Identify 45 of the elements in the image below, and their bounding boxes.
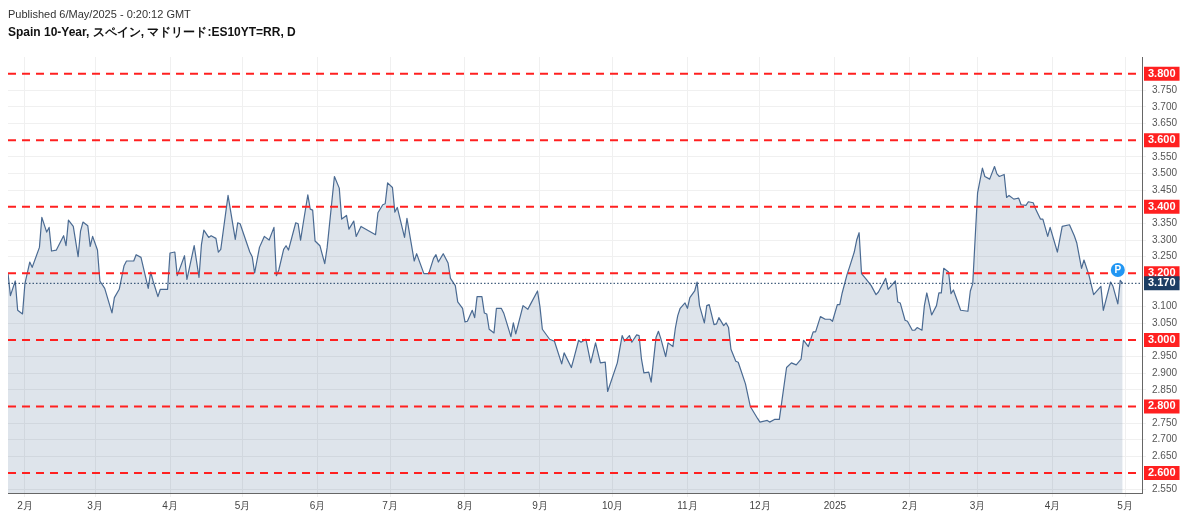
ref-line-label: 3.800 [1148, 66, 1176, 79]
x-tick-label: 12月 [749, 499, 771, 511]
x-tick-label: 2月 [17, 499, 33, 511]
x-tick-label: 5月 [1117, 499, 1133, 511]
x-tick-label: 5月 [234, 499, 251, 511]
y-tick-label: 3.650 [1152, 117, 1178, 129]
y-tick-label: 3.550 [1152, 150, 1178, 162]
ref-line-label: 2.600 [1148, 466, 1176, 479]
ref-line-label: 2.800 [1148, 399, 1176, 412]
chart-title: Spain 10-Year, スペイン, マドリード:ES10YT=RR, D [8, 24, 297, 41]
y-tick-label: 3.250 [1152, 250, 1178, 262]
y-tick-label: 3.300 [1152, 233, 1178, 245]
y-tick-label: 2.950 [1152, 350, 1178, 362]
ref-line-label: 3.400 [1148, 199, 1176, 212]
y-tick-label: 2.650 [1152, 450, 1178, 462]
x-tick-label: 7月 [382, 499, 398, 511]
y-tick-label: 3.750 [1152, 84, 1178, 96]
ref-line-label: 3.600 [1148, 133, 1176, 146]
x-tick-label: 8月 [457, 499, 473, 511]
y-tick-label: 3.450 [1152, 183, 1178, 195]
x-tick-label: 4月 [162, 499, 178, 511]
y-tick-label: 3.500 [1152, 167, 1178, 179]
y-tick-label: 2.850 [1152, 383, 1178, 395]
ref-line-label: 3.170 [1148, 276, 1176, 289]
x-tick-label: 6月 [309, 499, 326, 511]
y-tick-label: 2.900 [1152, 366, 1178, 378]
x-tick-label: 10月 [601, 499, 624, 511]
y-tick-label: 2.700 [1152, 433, 1178, 445]
text: Published 6/May/2025 - 0:20:12 GMT [8, 8, 192, 20]
ref-line-label: 3.000 [1148, 332, 1176, 345]
x-tick-label: 3月 [969, 499, 986, 511]
x-tick-label: 11月 [677, 499, 698, 511]
y-tick-label: 3.050 [1152, 317, 1178, 329]
x-tick-label: 2月 [902, 499, 918, 511]
y-tick-label: 3.100 [1152, 300, 1178, 312]
ref-line-label: 3.200 [1148, 266, 1176, 279]
x-tick-label: 4月 [1044, 499, 1061, 511]
y-tick-label: 2.550 [1152, 483, 1178, 495]
y-tick-label: 2.750 [1152, 416, 1178, 428]
annotation: P [1114, 264, 1122, 276]
x-tick-label: 2025 [823, 499, 847, 511]
x-tick-label: 9月 [532, 499, 548, 511]
y-tick-label: 3.700 [1152, 100, 1178, 112]
y-tick-label: 3.350 [1152, 217, 1178, 229]
x-tick-label: 3月 [87, 499, 103, 511]
